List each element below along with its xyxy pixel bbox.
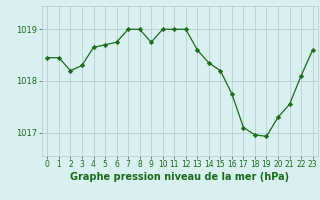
- X-axis label: Graphe pression niveau de la mer (hPa): Graphe pression niveau de la mer (hPa): [70, 172, 290, 182]
